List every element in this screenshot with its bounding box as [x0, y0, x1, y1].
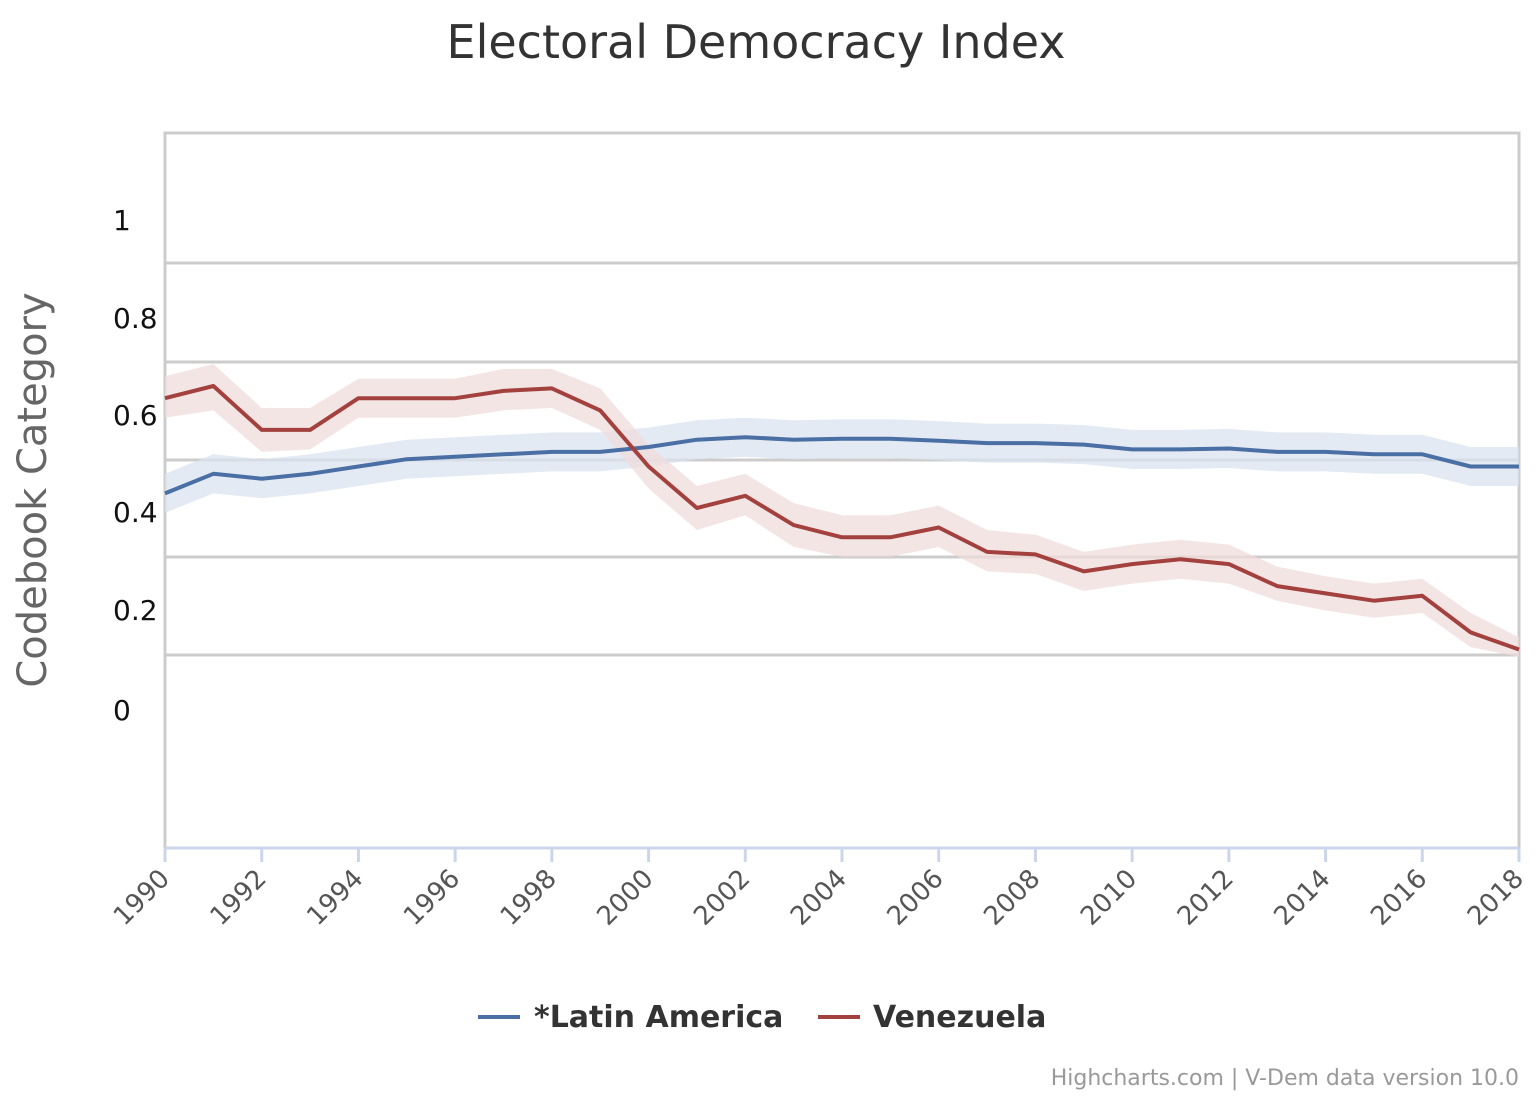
y-axis-label: Codebook Category — [10, 292, 56, 687]
x-tick-label: 1996 — [398, 864, 466, 932]
x-tick-label: 2016 — [1365, 864, 1433, 932]
x-tick-label: 2018 — [1462, 864, 1530, 932]
confidence-bands — [165, 364, 1519, 657]
x-tick-label: 1990 — [108, 864, 176, 932]
legend-item-venezuela[interactable]: Venezuela — [818, 1000, 1046, 1035]
x-tick-label: 2008 — [978, 864, 1046, 932]
x-tick-label: 2006 — [882, 864, 950, 932]
x-tick-label: 2000 — [592, 864, 660, 932]
x-tick-label: 2014 — [1269, 864, 1337, 932]
y-tick-label: 0.4 — [113, 496, 158, 529]
confidence-band-latin-america — [165, 417, 1519, 513]
x-tick-label: 1998 — [495, 864, 563, 932]
x-tick-label: 1992 — [205, 864, 273, 932]
x-tick-label: 2002 — [688, 864, 756, 932]
x-tick-label: 2010 — [1075, 864, 1143, 932]
series-line-latin-america[interactable] — [164, 435, 1519, 496]
legend-item-latin-america[interactable]: *Latin America — [478, 1000, 783, 1035]
x-tick-label: 2004 — [785, 864, 853, 932]
series-line-venezuela[interactable] — [164, 384, 1520, 652]
legend-label-latin-america: *Latin America — [534, 1000, 783, 1035]
legend-label-venezuela: Venezuela — [873, 1000, 1046, 1035]
y-tick-label: 0 — [113, 694, 131, 727]
y-tick-label: 0.2 — [113, 594, 158, 627]
plot-frame — [163, 131, 1521, 850]
chart-title: Electoral Democracy Index — [447, 15, 1066, 69]
y-tick-label: 1 — [113, 204, 131, 237]
credits-link[interactable]: Highcharts.com | V-Dem data version 10.0 — [1051, 1066, 1519, 1091]
series-lines — [164, 384, 1520, 652]
x-axis: 1990 1992 1994 1996 1998 2000 2002 2004 2006 2008… — [108, 846, 1530, 932]
x-tick-label: 2012 — [1172, 864, 1240, 932]
legend: *Latin America Venezuela — [478, 1000, 1046, 1035]
x-tick-label: 1994 — [301, 864, 369, 932]
y-tick-label: 0.8 — [113, 302, 158, 335]
y-axis: 1 0.8 0.6 0.4 0.2 0 — [113, 204, 158, 727]
y-tick-label: 0.6 — [113, 399, 158, 432]
